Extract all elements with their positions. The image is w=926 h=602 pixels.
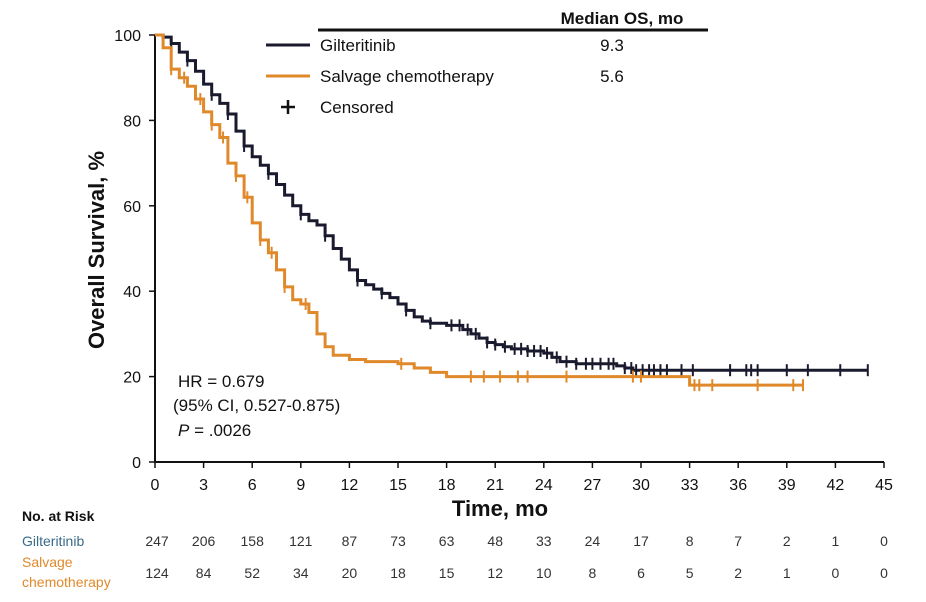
x-tick-label: 21 [486,477,504,494]
at-risk-value: 8 [589,565,597,581]
at-risk-value: 24 [585,533,601,549]
x-tick-label: 3 [199,477,208,494]
at-risk-value: 8 [686,533,694,549]
at-risk-row-label: chemotherapy [22,574,111,590]
at-risk-value: 206 [192,533,216,549]
hazard-ratio: HR = 0.679 [178,372,264,391]
x-tick-label: 0 [151,477,160,494]
x-tick-label: 30 [632,477,650,494]
at-risk-value: 34 [293,565,309,581]
at-risk-value: 7 [734,533,742,549]
at-risk-value: 33 [536,533,552,549]
x-tick-label: 12 [341,477,359,494]
at-risk-value: 1 [783,565,791,581]
legend: Median OS, mo Gilteritinib 9.3 Salvage c… [266,9,708,117]
x-tick-label: 39 [778,477,796,494]
at-risk-value: 0 [880,565,888,581]
at-risk-value: 87 [342,533,358,549]
at-risk-value: 18 [390,565,406,581]
y-axis-ticks: 0 20 40 60 80 100 [114,28,155,472]
at-risk-value: 121 [289,533,313,549]
x-tick-label: 42 [827,477,845,494]
legend-header: Median OS, mo [561,9,684,28]
x-tick-label: 36 [729,477,747,494]
y-tick-label: 20 [123,370,141,387]
y-tick-label: 60 [123,199,141,216]
at-risk-value: 20 [342,565,358,581]
x-tick-label: 9 [296,477,305,494]
at-risk-value: 124 [145,565,169,581]
legend-label-censored: Censored [320,98,394,117]
at-risk-value: 12 [487,565,503,581]
legend-label-salvage-chemotherapy: Salvage chemotherapy [320,67,494,86]
p-value-number: = .0026 [189,421,251,440]
x-tick-label: 15 [389,477,407,494]
x-tick-label: 24 [535,477,553,494]
at-risk-value: 1 [832,533,840,549]
at-risk-table: No. at Risk Gilteritinib 247 206 158 121 87 73… [22,508,888,590]
legend-median-gilteritinib: 9.3 [600,36,624,55]
legend-label-gilteritinib: Gilteritinib [320,36,396,55]
y-tick-label: 80 [123,113,141,130]
y-tick-label: 0 [132,455,141,472]
x-tick-label: 45 [875,477,893,494]
confidence-interval: (95% CI, 0.527-0.875) [173,396,340,415]
at-risk-value: 10 [536,565,552,581]
x-axis-title: Time, mo [452,496,548,521]
at-risk-value: 5 [686,565,694,581]
x-tick-label: 27 [584,477,602,494]
at-risk-value: 84 [196,565,212,581]
at-risk-value: 0 [880,533,888,549]
at-risk-value: 2 [734,565,742,581]
x-tick-label: 33 [681,477,699,494]
at-risk-header: No. at Risk [22,508,95,524]
at-risk-row-label: Salvage [22,554,73,570]
censored-icon [281,100,295,114]
x-axis-ticks: 0 3 6 9 12 15 18 21 24 27 30 33 36 39 42 45 [151,462,893,494]
legend-median-salvage-chemotherapy: 5.6 [600,67,624,86]
y-axis-title: Overall Survival, % [84,151,109,349]
at-risk-value: 0 [832,565,840,581]
y-tick-label: 40 [123,284,141,301]
p-value: P = .0026 [178,421,251,440]
at-risk-row-label: Gilteritinib [22,533,84,549]
at-risk-value: 52 [244,565,260,581]
series-line-gilteritinib [155,33,868,372]
x-tick-label: 6 [248,477,257,494]
y-tick-label: 100 [114,28,141,45]
at-risk-value: 6 [637,565,645,581]
at-risk-value: 158 [241,533,265,549]
at-risk-value: 48 [487,533,503,549]
at-risk-value: 63 [439,533,455,549]
at-risk-value: 15 [439,565,455,581]
at-risk-value: 17 [633,533,649,549]
p-value-label: P [178,421,190,440]
at-risk-value: 2 [783,533,791,549]
statistics-annotation: HR = 0.679 (95% CI, 0.527-0.875) P = .00… [173,372,340,440]
at-risk-value: 73 [390,533,406,549]
at-risk-value: 247 [145,533,169,549]
x-tick-label: 18 [438,477,456,494]
survival-curves [155,33,869,392]
